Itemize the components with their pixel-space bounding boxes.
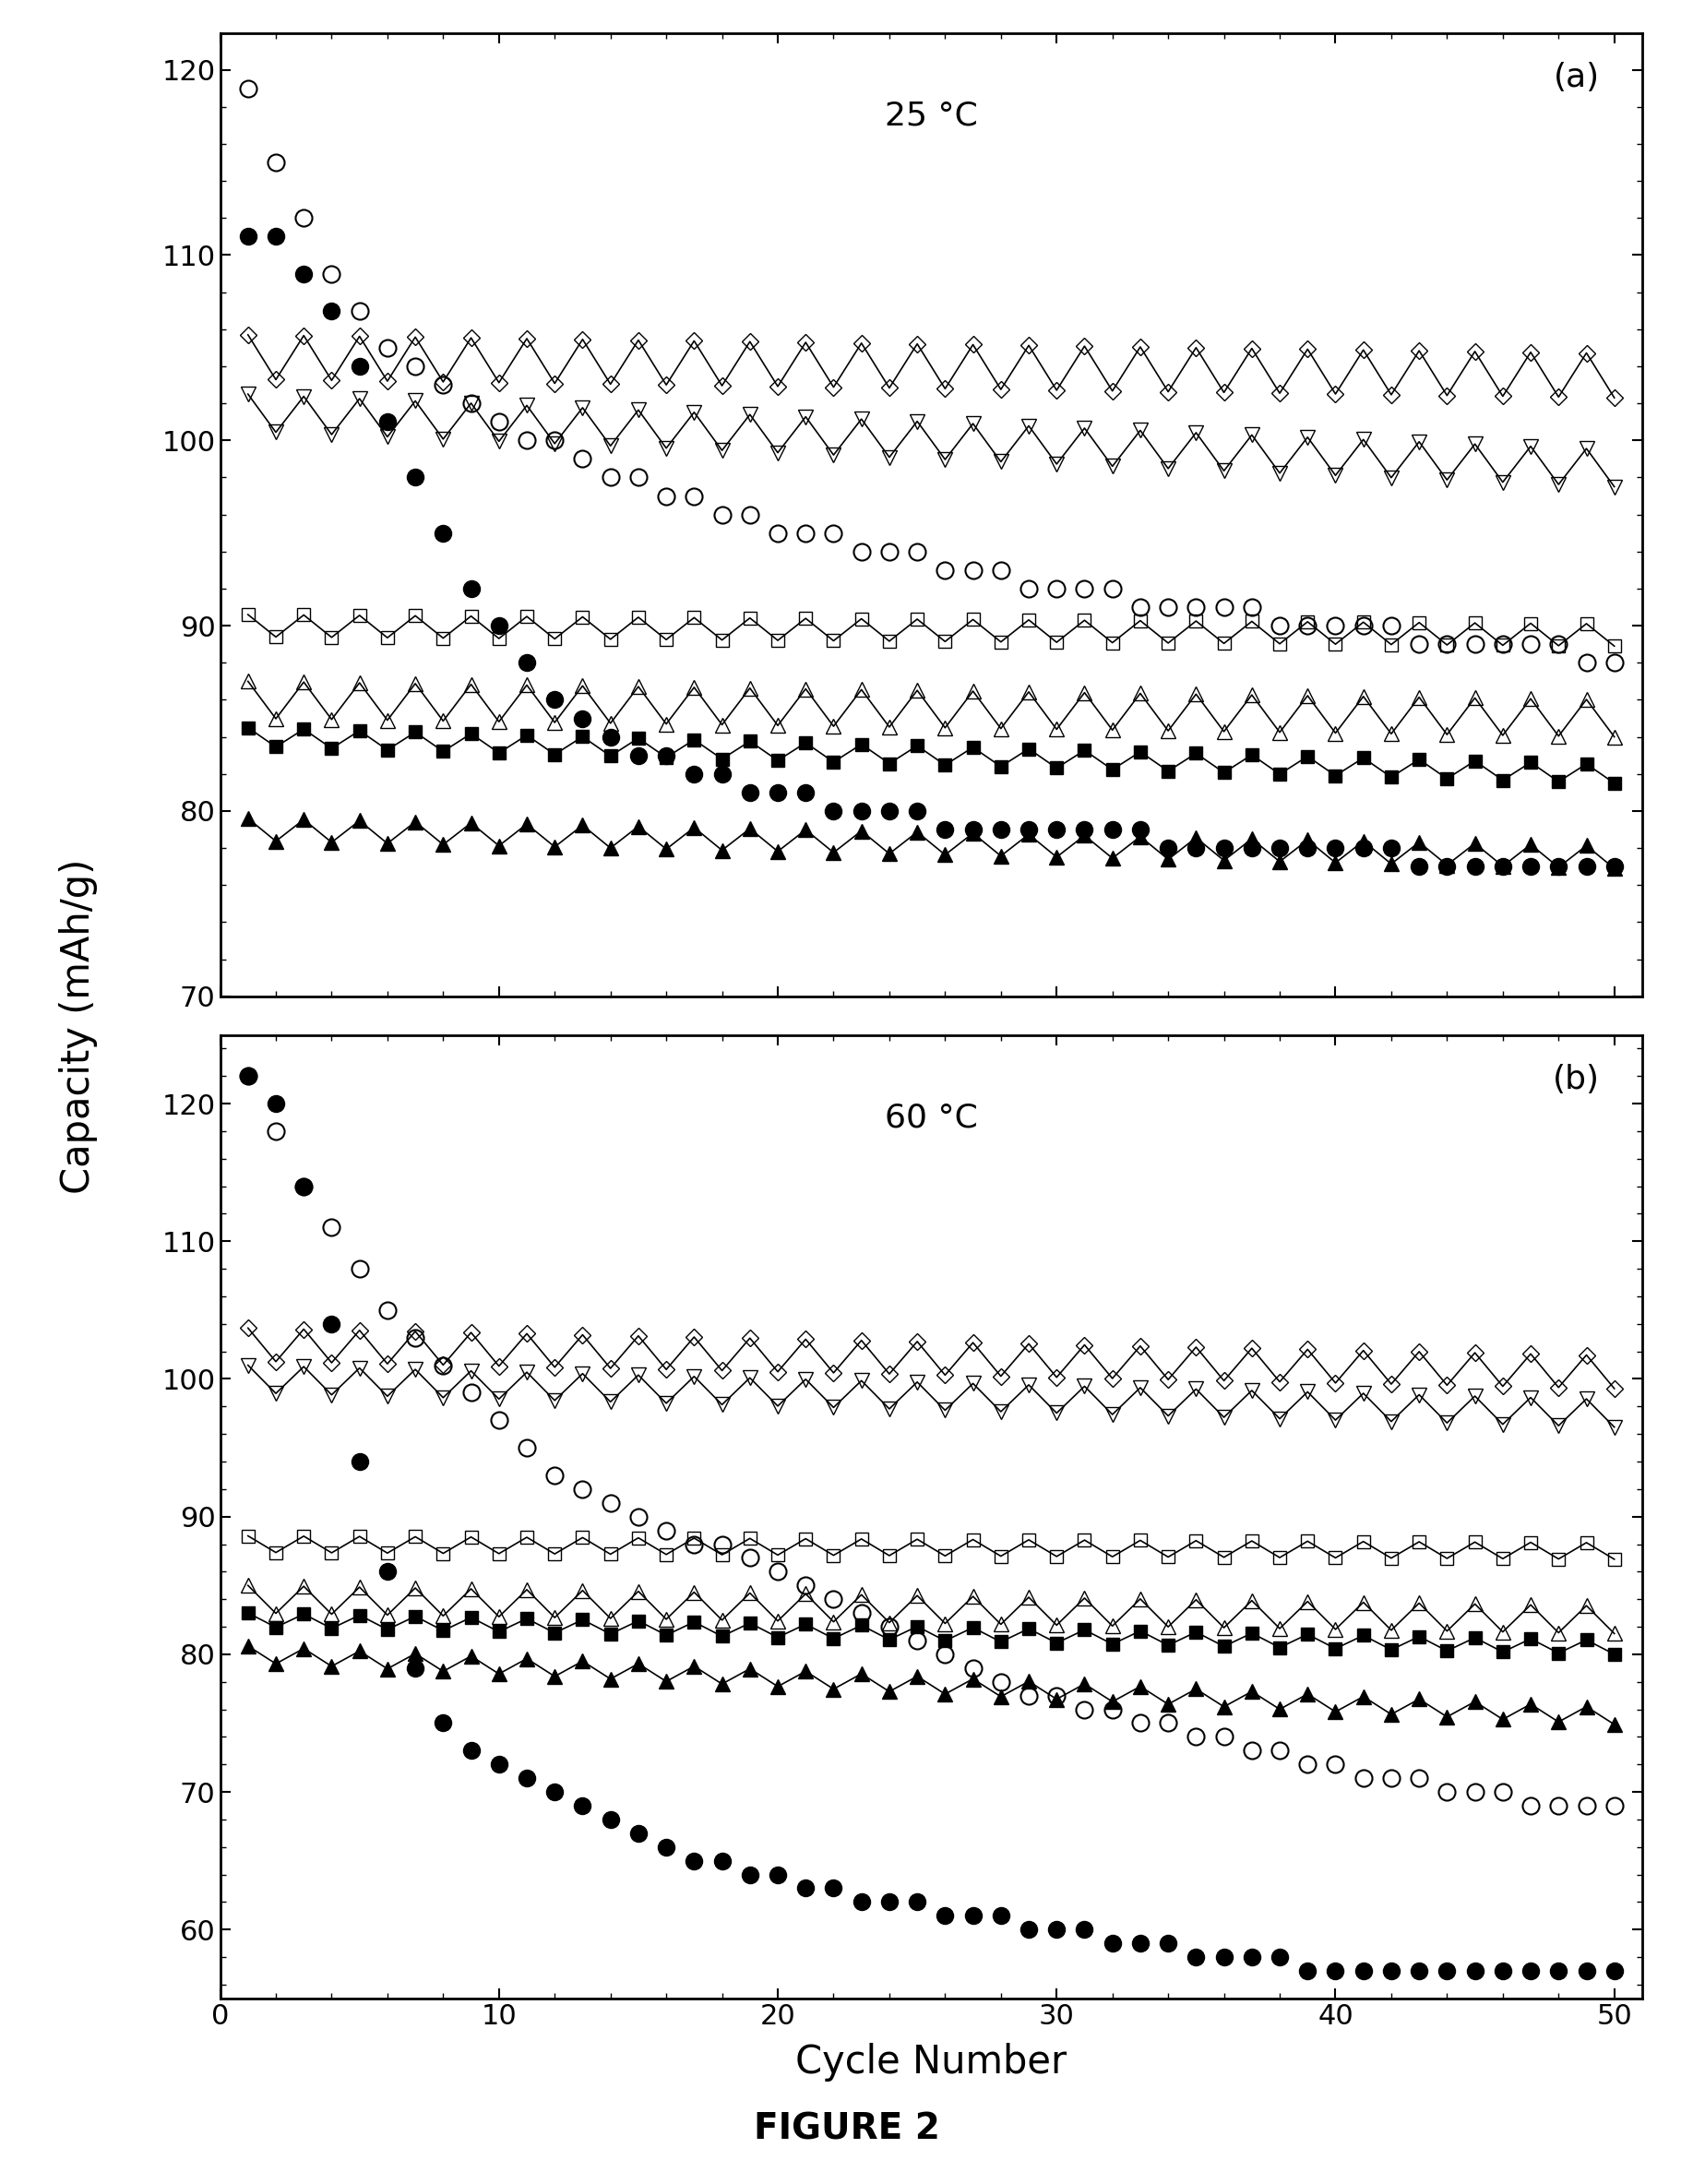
Text: (a): (a)	[1552, 61, 1600, 94]
Text: (b): (b)	[1552, 1064, 1600, 1094]
Text: Capacity (mAh/g): Capacity (mAh/g)	[59, 858, 98, 1195]
Text: FIGURE 2: FIGURE 2	[753, 2112, 940, 2147]
Text: 25 °C: 25 °C	[885, 100, 977, 131]
X-axis label: Cycle Number: Cycle Number	[796, 2042, 1067, 2081]
Text: 60 °C: 60 °C	[885, 1103, 977, 1133]
